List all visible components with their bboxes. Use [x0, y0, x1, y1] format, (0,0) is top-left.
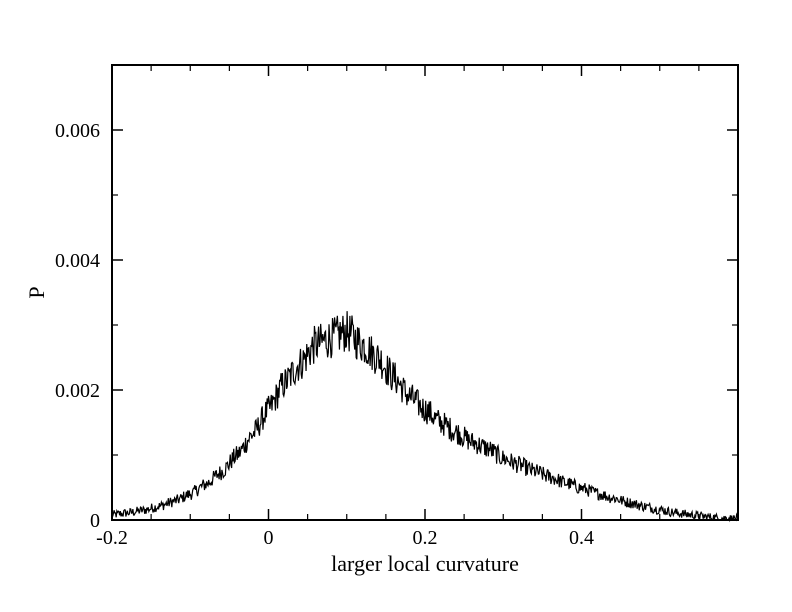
plot-frame [111, 64, 739, 521]
minor-ticks [112, 64, 739, 520]
y-axis-title: P [24, 286, 49, 298]
series-line [111, 311, 739, 523]
major-ticks [111, 65, 738, 521]
x-tick-label: -0.2 [96, 527, 128, 549]
x-tick-label: 0.4 [569, 527, 594, 549]
x-tick-label: 0 [264, 527, 274, 549]
y-tick-label: 0 [90, 510, 100, 532]
y-tick-label: 0.002 [55, 380, 100, 402]
x-tick-label: 0.2 [413, 527, 438, 549]
y-tick-label: 0.006 [55, 120, 100, 142]
y-tick-labels: 0 0.002 0.004 0.006 [55, 120, 100, 532]
y-tick-label: 0.004 [55, 250, 100, 272]
x-axis-title: larger local curvature [331, 551, 519, 576]
x-tick-labels: -0.2 0 0.2 0.4 [96, 527, 594, 549]
